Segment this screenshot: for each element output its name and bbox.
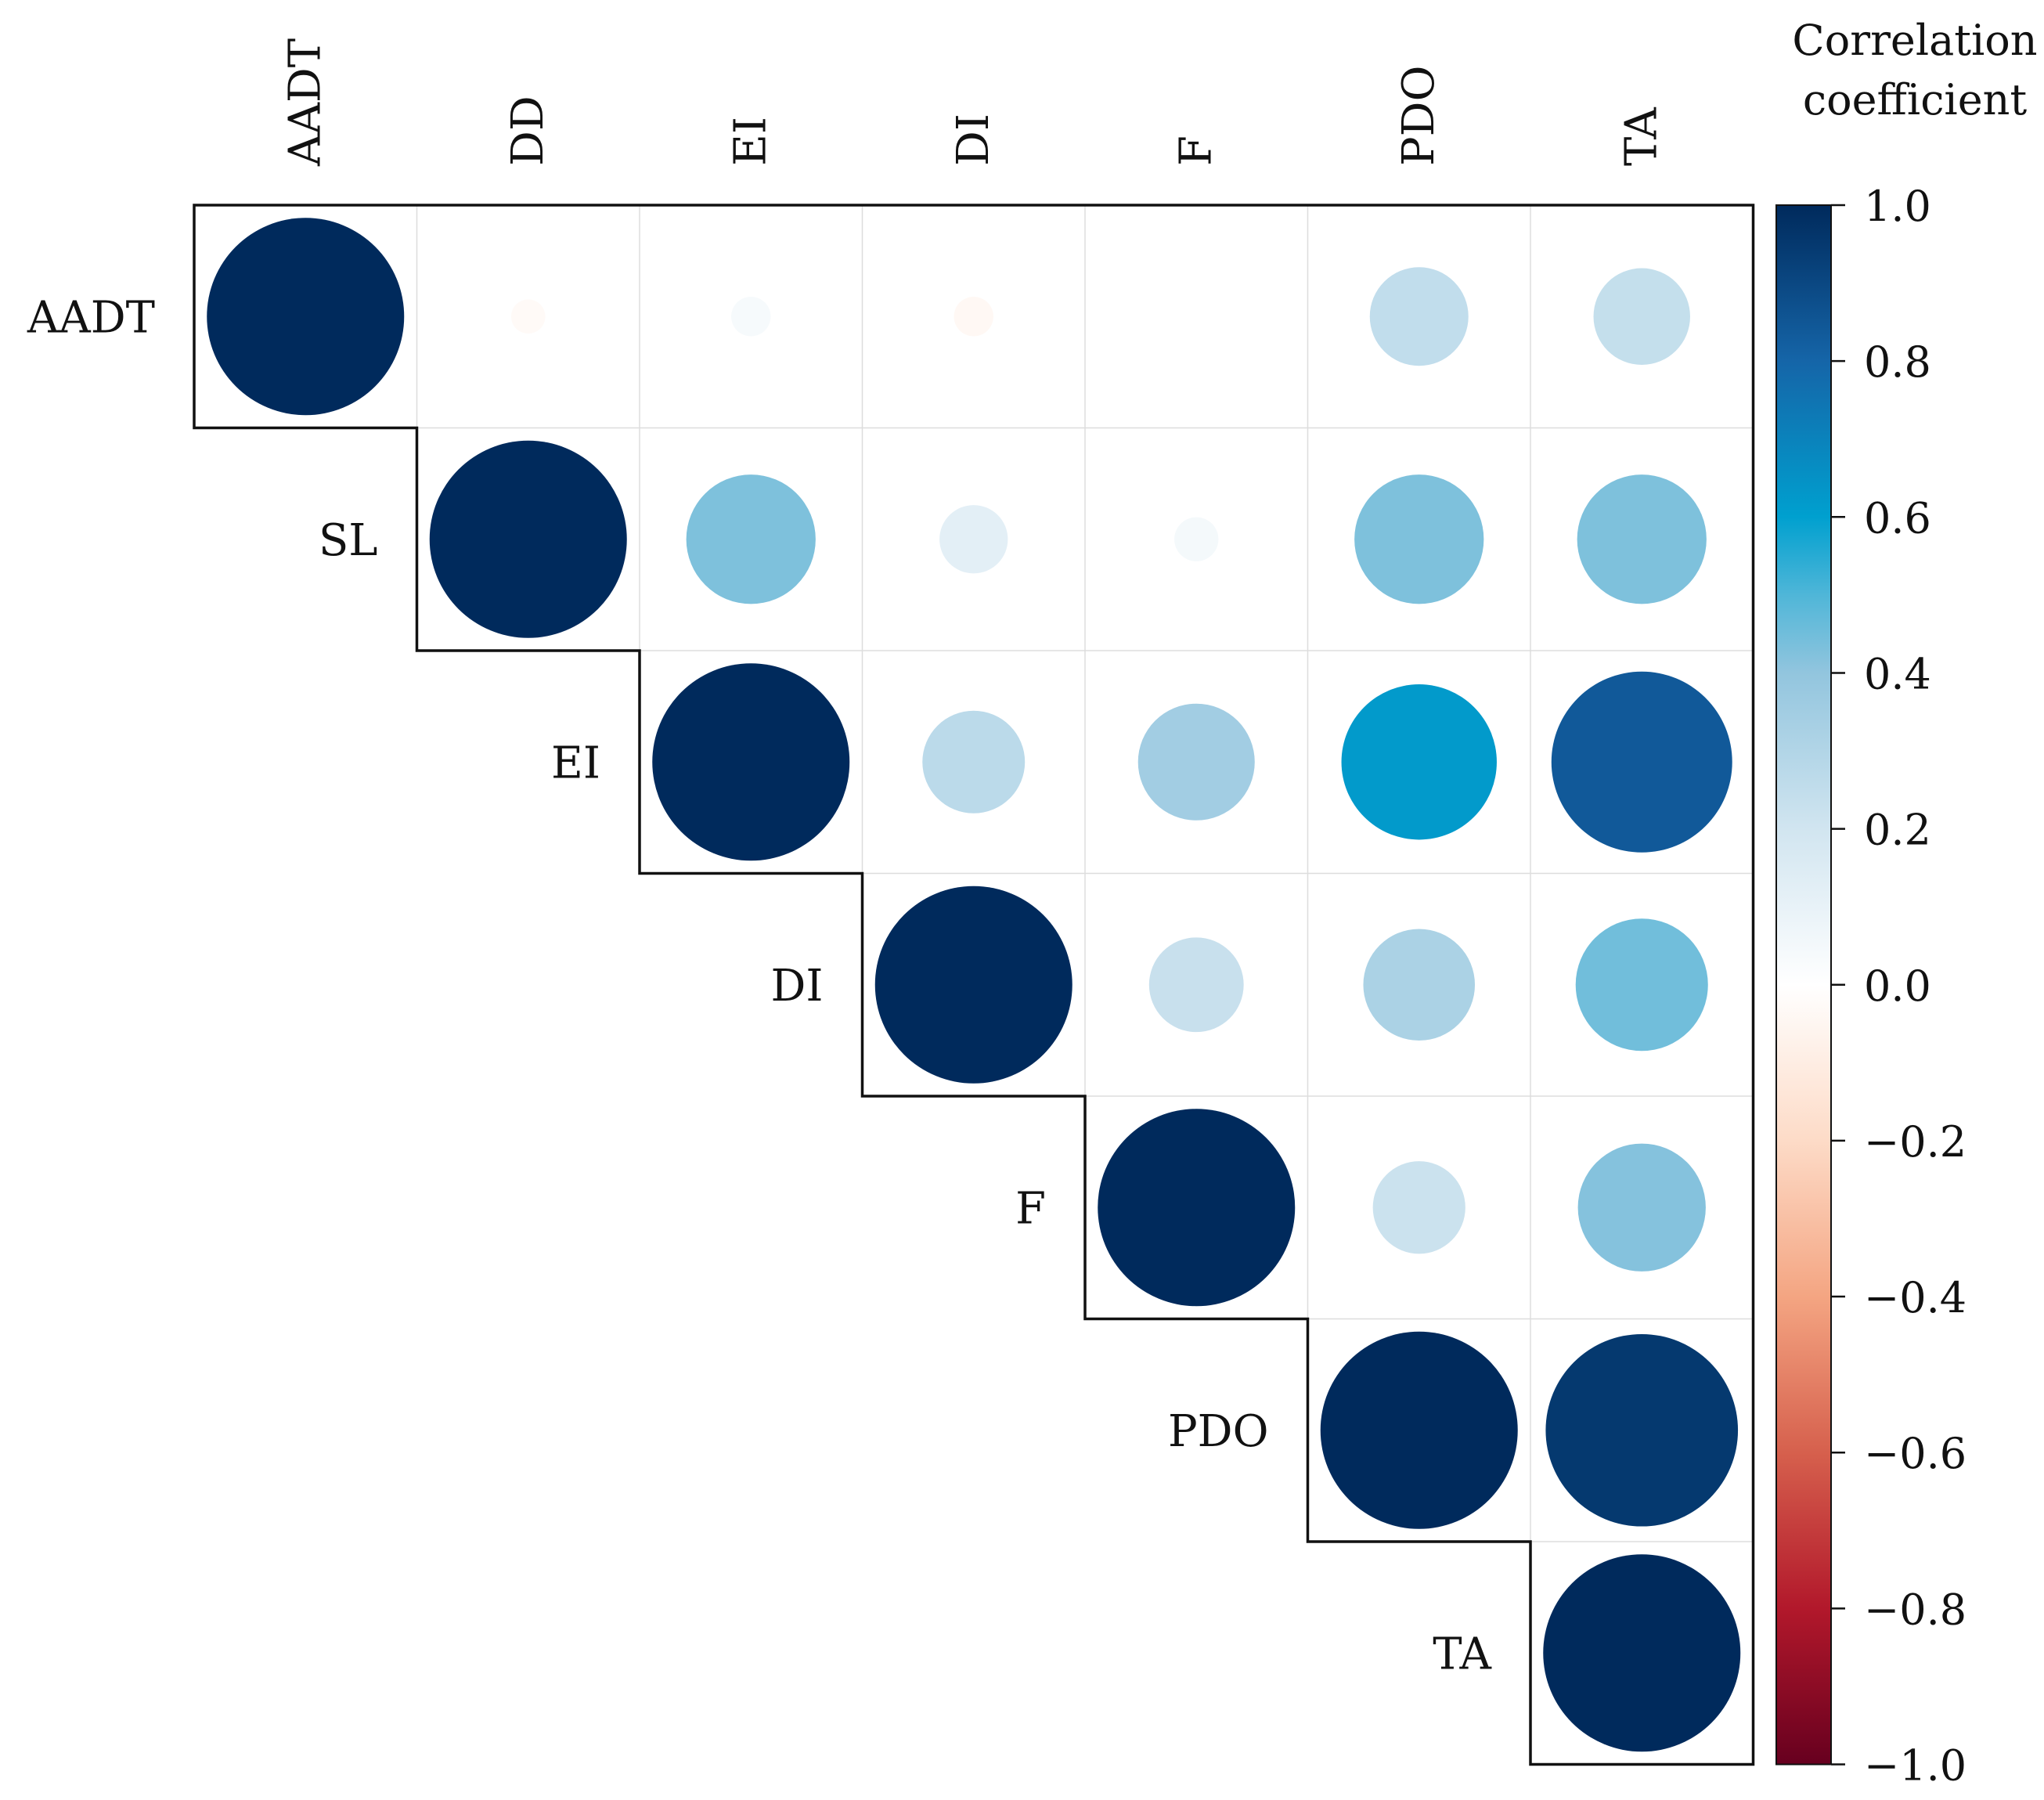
correlation-circle-SL-TA xyxy=(1577,474,1707,604)
column-label-DD: DD xyxy=(503,96,553,166)
colorbar-tick-label: 0.8 xyxy=(1864,337,1931,387)
correlation-circle-SL-DD xyxy=(429,440,627,638)
correlation-circle-SL-DI xyxy=(939,505,1008,574)
column-label-DI: DI xyxy=(948,114,999,166)
correlation-circle-PDO-TA xyxy=(1545,1333,1739,1527)
colorbar-title-line-1: Correlation xyxy=(1792,16,2037,65)
row-label-EI: EI xyxy=(551,738,600,788)
row-label-DI: DI xyxy=(770,961,823,1012)
column-label-AADT: AADT xyxy=(279,38,330,167)
triangle-outline xyxy=(193,204,1755,1766)
colorbar-tick-label: −0.8 xyxy=(1864,1585,1966,1634)
correlation-circle-SL-PDO xyxy=(1354,474,1484,604)
correlation-circle-F-F xyxy=(1098,1109,1296,1307)
correlation-circle-DI-DI xyxy=(874,886,1072,1084)
column-labels: AADT DD EI DI F PDO TA xyxy=(279,38,1667,167)
correlation-circle-AADT-TA xyxy=(1593,268,1690,365)
colorbar-tick-label: −0.4 xyxy=(1864,1273,1966,1322)
colorbar-gradient xyxy=(1775,204,1832,1766)
correlation-circle-DI-TA xyxy=(1575,918,1708,1052)
correlation-circle-EI-F xyxy=(1137,703,1255,821)
correlation-circle-EI-TA xyxy=(1551,671,1732,853)
colorbar: 1.0 0.8 0.6 0.4 0.2 0.0 −0.2 −0.4 −0.6 −0.8 −1.0 C… xyxy=(1775,16,2038,1791)
correlation-circle-AADT-DI xyxy=(954,297,993,337)
column-label-EI: EI xyxy=(725,117,776,166)
correlation-circle-EI-PDO xyxy=(1341,684,1497,840)
colorbar-tick-label: 0.0 xyxy=(1864,961,1931,1011)
correlation-circle-AADT-PDO xyxy=(1369,267,1469,366)
correlation-circle-DI-F xyxy=(1148,937,1244,1033)
row-label-SL: SL xyxy=(319,515,378,566)
correlation-circle-PDO-PDO xyxy=(1320,1331,1518,1529)
correlation-circle-AADT-EI xyxy=(731,297,771,337)
row-label-F: F xyxy=(1015,1183,1046,1234)
correlation-circles xyxy=(207,218,1741,1752)
correlation-circle-F-TA xyxy=(1577,1143,1706,1272)
correlation-circle-TA-TA xyxy=(1543,1554,1741,1752)
correlation-circle-AADT-DD xyxy=(510,299,546,334)
colorbar-tick-label: −0.2 xyxy=(1864,1117,1966,1167)
row-labels: AADT SL EI DI F PDO TA xyxy=(27,292,1492,1679)
colorbar-tick-label: 0.2 xyxy=(1864,806,1931,855)
colorbar-ticks: 1.0 0.8 0.6 0.4 0.2 0.0 −0.2 −0.4 −0.6 −0.8 −1.0 xyxy=(1831,182,1966,1791)
correlation-circle-SL-EI xyxy=(686,474,816,604)
row-label-PDO: PDO xyxy=(1168,1406,1269,1457)
row-label-AADT: AADT xyxy=(27,292,155,343)
column-label-F: F xyxy=(1170,135,1221,166)
colorbar-tick-label: 0.6 xyxy=(1864,493,1931,543)
correlation-circle-EI-DI xyxy=(922,710,1026,813)
column-label-PDO: PDO xyxy=(1393,66,1444,167)
column-label-TA: TA xyxy=(1616,107,1667,166)
correlation-circle-AADT-AADT xyxy=(207,218,405,416)
colorbar-tick-label: −0.6 xyxy=(1864,1429,1966,1478)
colorbar-tick-label: 0.4 xyxy=(1864,649,1931,698)
correlation-circle-EI-EI xyxy=(652,663,850,861)
correlation-circle-SL-F xyxy=(1174,517,1219,561)
grid-lines xyxy=(416,205,1754,1542)
colorbar-title-line-2: coefficient xyxy=(1803,75,2028,124)
colorbar-tick-label: 1.0 xyxy=(1864,182,1931,231)
row-label-TA: TA xyxy=(1433,1629,1491,1679)
colorbar-tick-label: −1.0 xyxy=(1864,1741,1966,1791)
correlation-circle-DI-PDO xyxy=(1363,929,1476,1041)
correlation-circle-F-PDO xyxy=(1372,1161,1465,1254)
